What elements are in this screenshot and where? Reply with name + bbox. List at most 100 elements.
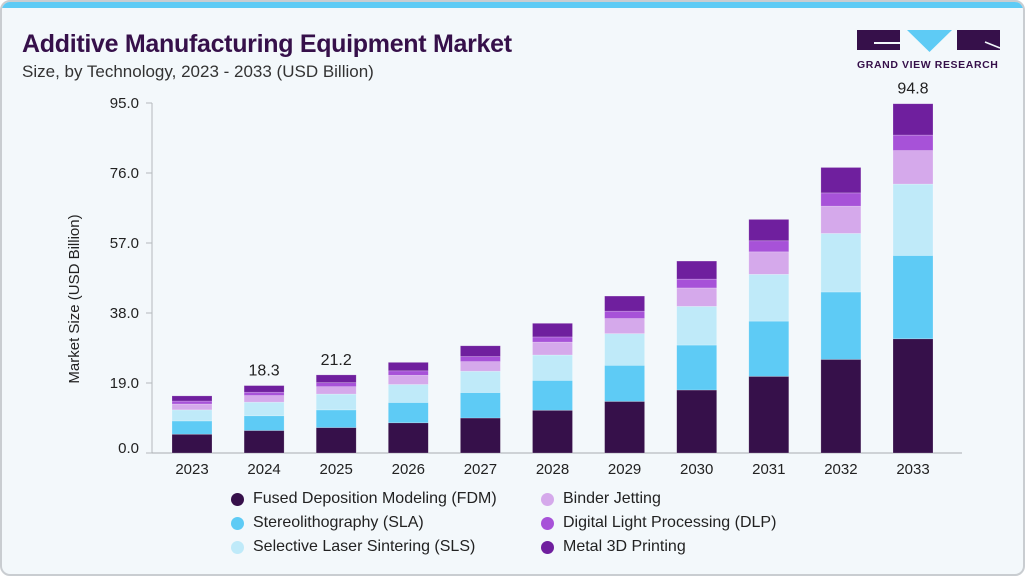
y-tick-label: 57.0 [110, 235, 139, 252]
bar-segment-2028-3 [532, 341, 573, 356]
bar-segment-2023-4 [171, 400, 213, 405]
bar-segment-2024-1 [243, 415, 285, 431]
legend-item: Fused Deposition Modeling (FDM) [231, 490, 497, 508]
bar-segment-2024-2 [243, 401, 285, 417]
bar-segment-2028-0 [532, 409, 573, 454]
y-tick-label: 19.0 [110, 375, 139, 392]
x-tick-label: 2029 [608, 461, 641, 478]
bar-segment-2025-0 [315, 427, 357, 454]
y-tick-label: 95.0 [110, 95, 139, 112]
y-tick-label: 76.0 [110, 165, 139, 182]
bar-segment-2029-0 [604, 401, 645, 454]
bar-segment-2030-0 [676, 389, 718, 454]
bar-segment-2033-3 [892, 150, 934, 185]
data-label-2033: 94.8 [897, 81, 928, 98]
bar-segment-2023-2 [171, 409, 213, 422]
x-tick-label: 2033 [896, 461, 929, 478]
bar-segment-2024-3 [243, 395, 285, 403]
x-tick-label: 2025 [320, 461, 353, 478]
legend-swatch-icon [541, 540, 554, 554]
bar-segment-2029-3 [604, 318, 645, 334]
chart-title: Additive Manufacturing Equipment Market [22, 30, 512, 58]
bar-segment-2031-4 [748, 240, 790, 253]
bar-segment-2023-3 [171, 403, 213, 411]
bar-segment-2027-5 [460, 345, 501, 357]
bar-segment-2026-3 [387, 374, 429, 385]
bar-segment-2031-2 [748, 274, 790, 322]
legend-label: Binder Jetting [563, 490, 661, 507]
bar-segment-2028-4 [532, 336, 573, 343]
bar-segment-2032-5 [820, 167, 862, 194]
bar-segment-2025-2 [315, 393, 357, 411]
bar-segment-2028-2 [532, 354, 573, 381]
bar-segment-2028-5 [532, 323, 573, 338]
data-label-2025: 21.2 [321, 352, 352, 369]
legend-swatch-icon [231, 492, 244, 506]
legend-item: Stereolithography (SLA) [231, 514, 424, 532]
y-tick-label: 38.0 [110, 305, 139, 322]
bar-segment-2033-0 [892, 338, 934, 454]
legend-item: Selective Laser Sintering (SLS) [231, 538, 475, 556]
x-tick-label: 2023 [175, 461, 208, 478]
bar-segment-2029-1 [604, 365, 645, 402]
legend-label: Digital Light Processing (DLP) [563, 514, 777, 531]
bar-segment-2025-4 [315, 382, 357, 387]
bar-segment-2031-5 [748, 219, 790, 242]
bar-segment-2024-0 [243, 430, 285, 454]
bar-segment-2027-4 [460, 356, 501, 362]
bar-segment-2029-5 [604, 295, 645, 312]
bar-segment-2026-0 [387, 422, 429, 454]
x-tick-label: 2027 [464, 461, 497, 478]
bar-segment-2030-1 [676, 344, 718, 391]
legend-item: Binder Jetting [541, 490, 661, 508]
y-tick-label: 0.0 [118, 440, 139, 457]
bar-segment-2032-0 [820, 359, 862, 454]
bar-segment-2024-4 [243, 391, 285, 396]
bar-segment-2031-1 [748, 320, 790, 377]
legend-label: Stereolithography (SLA) [253, 514, 424, 531]
bar-segment-2025-3 [315, 386, 357, 395]
bar-segment-2032-3 [820, 205, 862, 234]
bar-segment-2023-1 [171, 420, 213, 435]
bar-segment-2032-1 [820, 291, 862, 360]
bar-segment-2027-2 [460, 370, 501, 393]
x-tick-label: 2032 [824, 461, 857, 478]
legend-swatch-icon [231, 516, 244, 530]
bar-segment-2031-3 [748, 251, 790, 275]
bar-segment-2027-0 [460, 417, 501, 454]
bar-segment-2032-4 [820, 192, 862, 207]
bar-segment-2031-0 [748, 376, 790, 454]
legend-swatch-icon [541, 516, 554, 530]
bar-segment-2030-2 [676, 306, 718, 346]
bar-segment-2030-3 [676, 287, 718, 307]
bar-segment-2033-2 [892, 183, 934, 256]
bar-segment-2025-5 [315, 374, 357, 383]
grand-view-research-logo [857, 30, 1001, 52]
legend-label: Metal 3D Printing [563, 538, 686, 555]
x-tick-label: 2030 [680, 461, 713, 478]
bar-segment-2030-4 [676, 278, 718, 289]
legend-swatch-icon [231, 540, 244, 554]
data-label-2024: 18.3 [249, 363, 280, 380]
x-tick-label: 2024 [247, 461, 280, 478]
top-accent-band [2, 2, 1023, 8]
legend-item: Metal 3D Printing [541, 538, 686, 556]
bar-segment-2023-5 [171, 395, 213, 402]
bar-segment-2033-1 [892, 255, 934, 340]
bar-segment-2024-5 [243, 385, 285, 393]
bar-segment-2023-0 [171, 433, 213, 454]
y-axis-title: Market Size (USD Billion) [66, 214, 83, 383]
bar-segment-2030-5 [676, 260, 718, 280]
x-tick-label: 2026 [392, 461, 425, 478]
bar-segment-2033-5 [892, 103, 934, 136]
bar-segment-2032-2 [820, 233, 862, 293]
bar-segment-2026-1 [387, 402, 429, 424]
legend-label: Fused Deposition Modeling (FDM) [253, 490, 497, 507]
bar-segment-2029-2 [604, 333, 645, 366]
x-tick-label: 2028 [536, 461, 569, 478]
legend-item: Digital Light Processing (DLP) [541, 514, 776, 532]
bar-segment-2027-1 [460, 392, 501, 419]
chart-subtitle: Size, by Technology, 2023 - 2033 (USD Bi… [22, 62, 374, 81]
bar-segment-2029-4 [604, 310, 645, 319]
